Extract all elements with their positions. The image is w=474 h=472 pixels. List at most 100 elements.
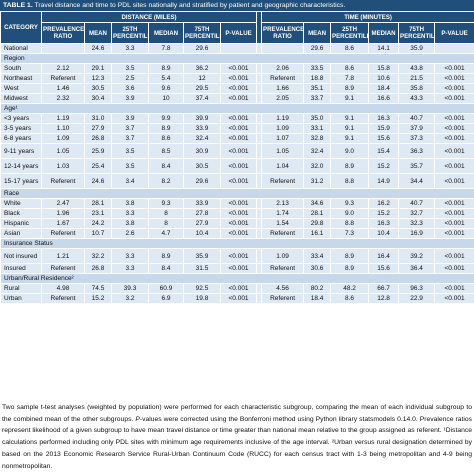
time-cell: 12.8 xyxy=(369,294,399,304)
distance-cell: <0.001 xyxy=(221,284,257,294)
time-cell: 35.1 xyxy=(304,84,331,94)
section-label: Age¹ xyxy=(1,104,474,114)
distance-cell: 35.9 xyxy=(184,249,221,264)
distance-cell: 3.3 xyxy=(112,209,149,219)
header-category: CATEGORY xyxy=(1,12,42,44)
distance-cell: 8.4 xyxy=(149,264,184,274)
time-cell: 33.4 xyxy=(304,249,331,264)
distance-cell: 3.2 xyxy=(112,294,149,304)
time-cell: 15.2 xyxy=(369,209,399,219)
travel-table: CATEGORY DISTANCE (MILES) TIME (MINUTES)… xyxy=(0,11,474,304)
time-cell: <0.001 xyxy=(435,64,474,74)
distance-cell: 33.9 xyxy=(184,199,221,209)
distance-cell: 31.0 xyxy=(85,114,112,124)
time-cell: 8.6 xyxy=(331,44,369,54)
table-figure: { "caption": { "label": "TABLE 1.", "tex… xyxy=(0,0,474,462)
distance-cell: 5.4 xyxy=(149,74,184,84)
distance-cell: 8.9 xyxy=(149,124,184,134)
time-cell: 8.9 xyxy=(331,84,369,94)
distance-cell: 92.5 xyxy=(184,284,221,294)
time-cell: 1.66 xyxy=(262,84,304,94)
time-cell: <0.001 xyxy=(435,249,474,264)
distance-cell: 10 xyxy=(149,94,184,104)
distance-cell: <0.001 xyxy=(221,64,257,74)
time-cell: 39.2 xyxy=(399,249,435,264)
time-cell: 10.4 xyxy=(369,229,399,239)
time-cell: Referent xyxy=(262,294,304,304)
distance-cell: 3.7 xyxy=(112,124,149,134)
time-cell: 43.8 xyxy=(399,64,435,74)
header-distance-mean: MEAN xyxy=(85,23,112,44)
distance-cell: 74.5 xyxy=(85,284,112,294)
time-cell: 15.4 xyxy=(369,144,399,159)
time-cell: 1.05 xyxy=(262,144,304,159)
distance-cell: 3.4 xyxy=(112,174,149,189)
distance-cell: 1.46 xyxy=(42,84,85,94)
header-distance-p-value: P-VALUE xyxy=(221,23,257,44)
time-cell: <0.001 xyxy=(435,124,474,134)
time-cell: 32.8 xyxy=(304,134,331,144)
distance-cell: 27.9 xyxy=(85,124,112,134)
time-cell: 16.3 xyxy=(369,219,399,229)
distance-cell: 1.09 xyxy=(42,134,85,144)
time-cell: <0.001 xyxy=(435,144,474,159)
row-label: Insured xyxy=(1,264,42,274)
time-cell: 66.7 xyxy=(369,284,399,294)
time-cell: 32.0 xyxy=(304,159,331,174)
section-label: Urban/Rural Residence² xyxy=(1,274,474,284)
time-cell: <0.001 xyxy=(435,159,474,174)
distance-cell: 30.5 xyxy=(184,159,221,174)
distance-cell: 8.6 xyxy=(149,134,184,144)
row-label: South xyxy=(1,64,42,74)
time-cell: 7.8 xyxy=(331,74,369,84)
time-cell: 14.9 xyxy=(369,174,399,189)
time-cell: 1.74 xyxy=(262,209,304,219)
distance-cell: 3.9 xyxy=(112,114,149,124)
distance-cell: <0.001 xyxy=(221,229,257,239)
row-label: 15-17 years xyxy=(1,174,42,189)
distance-cell: 3.5 xyxy=(112,159,149,174)
distance-cell: 25.4 xyxy=(85,159,112,174)
time-cell: 28.1 xyxy=(304,209,331,219)
time-cell: 34.6 xyxy=(304,199,331,209)
distance-cell: 3.8 xyxy=(112,219,149,229)
header-time-group: TIME (MINUTES) xyxy=(262,12,474,23)
distance-cell: 1.67 xyxy=(42,219,85,229)
time-cell: 29.6 xyxy=(304,44,331,54)
time-cell: Referent xyxy=(262,74,304,84)
time-cell: 29.8 xyxy=(304,219,331,229)
distance-cell: 1.10 xyxy=(42,124,85,134)
time-cell: 14.1 xyxy=(369,44,399,54)
time-cell: 16.6 xyxy=(369,94,399,104)
time-cell: 15.9 xyxy=(369,124,399,134)
time-cell: <0.001 xyxy=(435,209,474,219)
section-row: Insurance Status xyxy=(1,239,474,249)
distance-cell: <0.001 xyxy=(221,219,257,229)
time-cell: 1.09 xyxy=(262,249,304,264)
time-cell: 9.3 xyxy=(331,199,369,209)
time-cell: 9.0 xyxy=(331,209,369,219)
time-cell: 1.07 xyxy=(262,134,304,144)
time-cell: <0.001 xyxy=(435,74,474,84)
table-caption-text: Travel distance and time to PDL sites na… xyxy=(33,2,346,9)
row-label: Northeast xyxy=(1,74,42,84)
time-cell: 9.1 xyxy=(331,94,369,104)
distance-cell: 1.21 xyxy=(42,249,85,264)
time-cell: 8.6 xyxy=(331,294,369,304)
time-cell: 37.9 xyxy=(399,124,435,134)
time-cell xyxy=(262,44,304,54)
row-label: National xyxy=(1,44,42,54)
row-label: West xyxy=(1,84,42,94)
row-label: Black xyxy=(1,209,42,219)
time-cell: 35.9 xyxy=(399,44,435,54)
distance-cell: 37.4 xyxy=(184,94,221,104)
distance-cell: 8.4 xyxy=(149,159,184,174)
time-cell: 15.6 xyxy=(369,134,399,144)
time-cell: 34.4 xyxy=(399,174,435,189)
